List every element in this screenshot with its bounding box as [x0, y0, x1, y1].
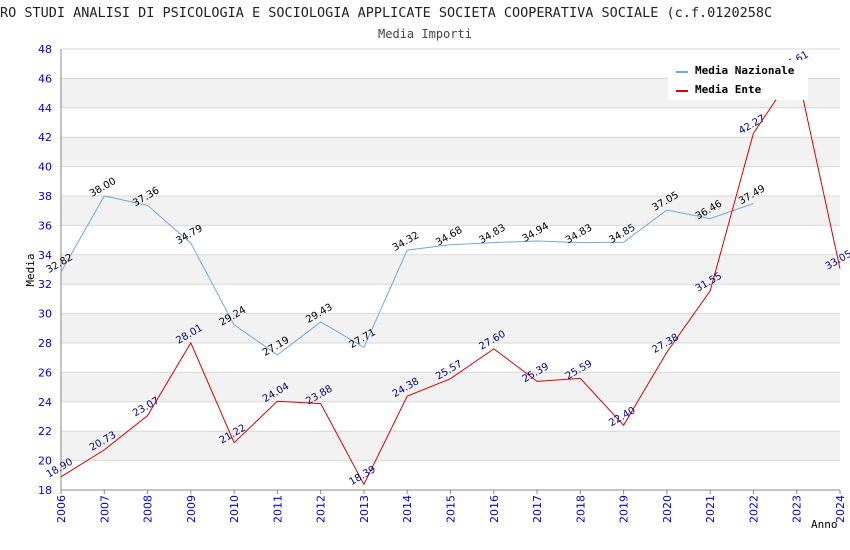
grid-bands — [61, 78, 840, 461]
data-label: 34.79 — [174, 223, 204, 247]
legend-swatch-nazionale — [676, 71, 688, 73]
y-tick-labels: 18 20 22 24 26 28 30 32 34 36 38 40 42 44 46 48 — [38, 43, 52, 497]
x-tick-label: 2013 — [358, 495, 371, 523]
x-tick-label: 2007 — [98, 495, 111, 523]
legend-label-nazionale: Media Nazionale — [695, 64, 795, 77]
grid-band — [61, 137, 840, 167]
y-tick-label: 28 — [38, 337, 52, 350]
chart-subtitle: Media Importi — [378, 27, 472, 41]
y-tick-label: 18 — [38, 484, 52, 497]
y-tick-label: 48 — [38, 43, 52, 56]
legend-label-ente: Media Ente — [695, 83, 762, 96]
data-label: 22.40 — [607, 405, 637, 429]
x-tick-label: 2012 — [315, 495, 328, 523]
x-tick-label: 2017 — [531, 495, 544, 523]
y-axis-title: Media — [24, 253, 37, 286]
x-tick-label: 2006 — [55, 495, 68, 523]
legend-swatch-ente — [676, 90, 688, 92]
x-tick-label: 2018 — [574, 495, 587, 523]
chart-title: RO STUDI ANALISI DI PSICOLOGIA E SOCIOLO… — [0, 5, 773, 21]
y-tick-label: 38 — [38, 190, 52, 203]
x-tick-label: 2009 — [185, 495, 198, 523]
y-tick-label: 32 — [38, 278, 52, 291]
y-tick-label: 44 — [38, 102, 52, 115]
x-tick-label: 2024 — [834, 495, 847, 523]
grid-band — [61, 196, 840, 226]
series-line-nazionale — [60, 195, 754, 356]
y-tick-label: 24 — [38, 396, 52, 409]
x-tick-label: 2011 — [271, 495, 284, 523]
axes — [60, 49, 841, 494]
grid-band — [61, 313, 840, 343]
data-label: 34.32 — [391, 230, 421, 254]
x-tick-labels: 2006 2007 2008 2009 2010 2011 2012 2013 2014 2015… — [55, 495, 847, 523]
y-tick-label: 20 — [38, 455, 52, 468]
y-tick-label: 40 — [38, 161, 52, 174]
x-tick-label: 2016 — [488, 495, 501, 523]
data-label: 42.27 — [737, 113, 767, 137]
x-tick-label: 2020 — [661, 495, 674, 523]
x-tick-label: 2014 — [401, 495, 414, 523]
y-tick-label: 46 — [38, 72, 52, 85]
series-line-ente — [60, 68, 841, 486]
x-tick-label: 2008 — [142, 495, 155, 523]
x-axis-title: Anno — [811, 518, 838, 531]
x-tick-label: 2015 — [445, 495, 458, 523]
y-tick-label: 30 — [38, 308, 52, 321]
x-tick-label: 2021 — [704, 495, 717, 523]
grid-band — [61, 431, 840, 461]
x-tick-label: 2023 — [791, 495, 804, 523]
y-tick-label: 22 — [38, 425, 52, 438]
data-label: 18.39 — [348, 464, 378, 488]
y-tick-label: 36 — [38, 219, 52, 232]
series-lines — [60, 68, 841, 486]
x-tick-label: 2022 — [747, 495, 760, 523]
x-tick-label: 2010 — [228, 495, 241, 523]
grid-band — [61, 372, 840, 402]
y-tick-label: 42 — [38, 131, 52, 144]
y-tick-label: 26 — [38, 366, 52, 379]
legend: Media Nazionale Media Ente — [668, 60, 808, 100]
grid-band — [61, 254, 840, 285]
x-tick-label: 2019 — [618, 495, 631, 523]
y-tick-label: 34 — [38, 249, 52, 262]
